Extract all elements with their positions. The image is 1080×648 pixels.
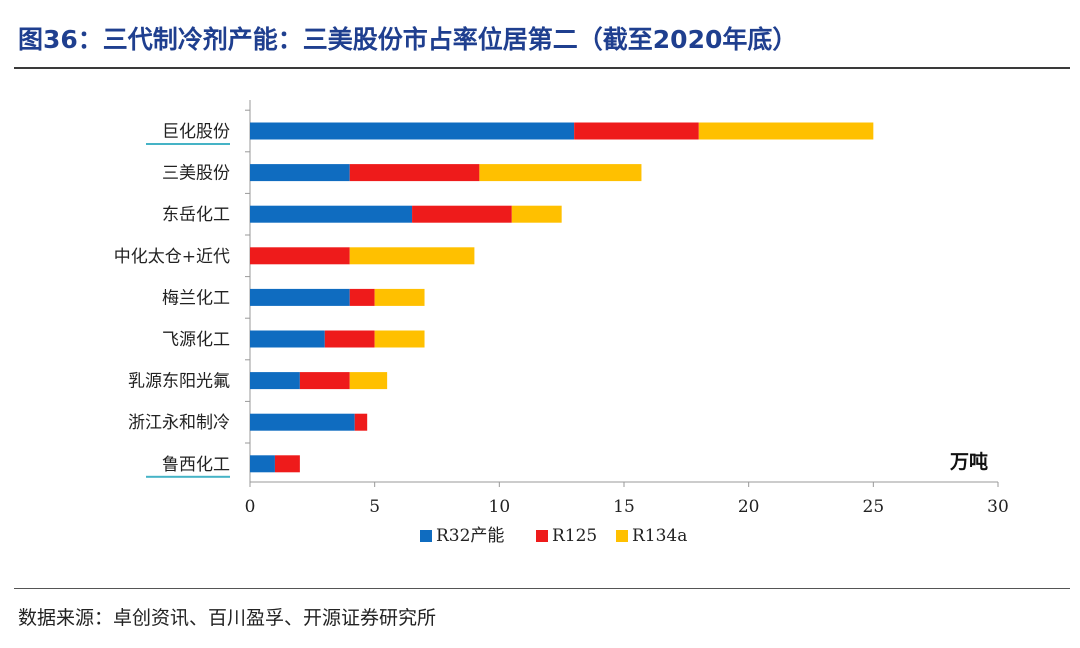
bar-r134a xyxy=(374,288,425,306)
category-label: 飞源化工 xyxy=(162,330,230,350)
category-label: 三美股份 xyxy=(162,164,230,184)
unit-label: 万吨 xyxy=(949,450,988,473)
stacked-bar-chart: 巨化股份三美股份东岳化工中化太仓+近代梅兰化工飞源化工乳源东阳光氟 浙江永和制冷鲁… xyxy=(0,80,1080,574)
category-label: 鲁西化工 xyxy=(162,455,230,475)
bar-r32 xyxy=(250,164,350,182)
title-divider xyxy=(14,67,1070,69)
bar-r32 xyxy=(250,205,413,223)
legend-swatch xyxy=(420,530,432,542)
x-tick-label: 10 xyxy=(489,497,511,517)
category-label: 乳源东阳光氟 xyxy=(128,372,230,392)
x-tick-label: 20 xyxy=(738,497,760,517)
category-label: 东岳化工 xyxy=(162,205,230,225)
x-tick-label: 0 xyxy=(245,497,256,517)
category-label: 浙江永和制冷 xyxy=(128,413,230,433)
x-tick-label: 30 xyxy=(987,497,1009,517)
data-source: 数据来源：卓创资讯、百川盈孚、开源证券研究所 xyxy=(18,607,437,629)
category-label: 中化太仓+近代 xyxy=(114,247,230,267)
bar-r134a xyxy=(349,372,388,390)
bar-r32 xyxy=(250,413,355,431)
bar-r134a xyxy=(349,247,475,265)
legend-label: R134a xyxy=(632,526,687,546)
bar-r125 xyxy=(412,205,512,223)
bar-r125 xyxy=(354,413,368,431)
bar-r125 xyxy=(250,247,350,265)
bar-r32 xyxy=(250,288,350,306)
bar-r32 xyxy=(250,455,275,473)
category-highlight-underline xyxy=(146,143,230,145)
bar-r32 xyxy=(250,372,300,390)
legend-swatch xyxy=(616,530,628,542)
footer-divider xyxy=(14,588,1070,589)
legend-swatch xyxy=(536,530,548,542)
category-highlight-underline xyxy=(146,475,230,478)
category-label: 梅兰化工 xyxy=(162,288,230,308)
legend-label: R125 xyxy=(552,526,597,546)
x-tick-label: 15 xyxy=(613,497,635,517)
bar-r125 xyxy=(299,372,350,390)
bar-r134a xyxy=(511,205,562,223)
bar-r125 xyxy=(574,122,699,140)
bar-r125 xyxy=(349,288,375,306)
bar-r134a xyxy=(479,164,642,182)
figure-title: 图36：三代制冷剂产能：三美股份市占率位居第二（截至2020年底） xyxy=(18,25,798,54)
bar-r32 xyxy=(250,122,575,140)
bar-r134a xyxy=(698,122,874,140)
bar-r134a xyxy=(374,330,425,348)
legend-label: R32产能 xyxy=(436,526,504,546)
bar-r125 xyxy=(349,164,480,182)
chart-svg: 巨化股份三美股份东岳化工中化太仓+近代梅兰化工飞源化工乳源东阳光氟浙江永和制冷鲁… xyxy=(114,100,1009,546)
bar-r125 xyxy=(324,330,375,348)
x-tick-label: 25 xyxy=(863,497,885,517)
bar-r125 xyxy=(274,455,300,473)
x-tick-label: 5 xyxy=(369,497,380,517)
bar-r32 xyxy=(250,330,325,348)
category-label: 巨化股份 xyxy=(162,122,230,142)
